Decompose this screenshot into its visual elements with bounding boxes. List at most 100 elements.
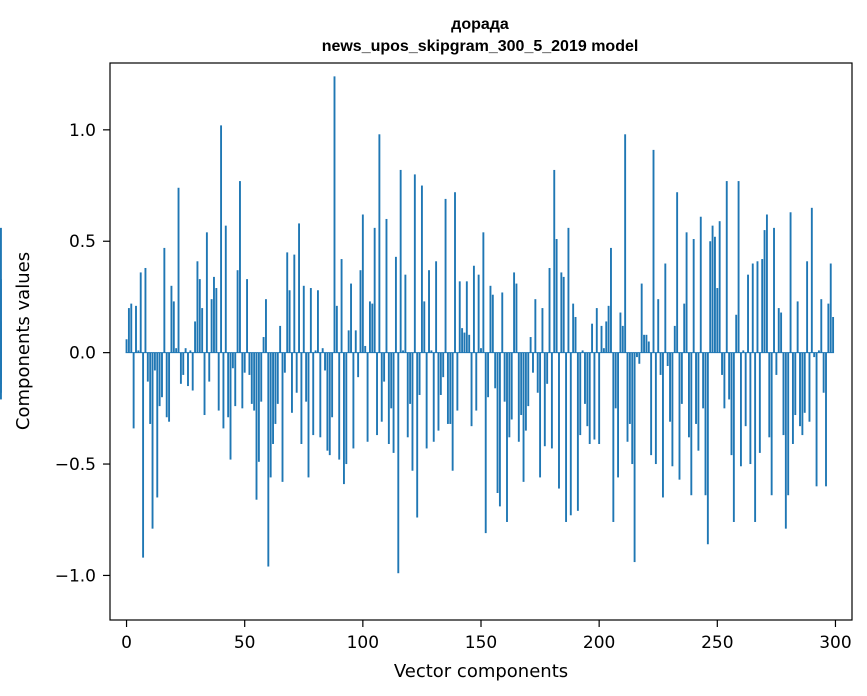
bar — [595, 308, 598, 353]
bar — [758, 352, 761, 453]
bar — [267, 352, 270, 567]
bar — [612, 352, 615, 522]
bar — [139, 272, 142, 353]
bar — [543, 352, 546, 447]
bar — [307, 352, 310, 478]
bar — [482, 232, 485, 353]
bar — [728, 352, 731, 400]
x-tick-label: 150 — [465, 633, 497, 653]
bar — [239, 181, 241, 353]
bar — [265, 299, 267, 353]
bar — [416, 352, 419, 518]
bar — [295, 352, 298, 393]
bar — [227, 352, 230, 418]
bar — [803, 352, 806, 413]
bar — [359, 270, 362, 353]
bar — [373, 227, 376, 353]
bar — [501, 292, 504, 353]
bar — [378, 134, 381, 353]
bar — [257, 352, 260, 462]
bar — [489, 285, 492, 353]
bar — [624, 134, 627, 353]
bar — [246, 279, 248, 353]
bar — [340, 259, 343, 353]
bar — [825, 352, 827, 487]
bar — [0, 352, 2, 371]
bar — [428, 270, 430, 353]
bar — [335, 305, 338, 353]
bar — [584, 352, 586, 404]
bar — [588, 352, 591, 444]
bar — [425, 352, 428, 449]
chart-subtitle: news_upos_skipgram_300_5_2019 model — [322, 38, 639, 55]
bar — [201, 308, 204, 353]
bar — [0, 279, 2, 353]
bar — [756, 261, 759, 353]
bar — [768, 352, 771, 438]
bar — [260, 352, 263, 402]
bar — [368, 301, 371, 353]
bar — [371, 303, 374, 353]
bar — [593, 352, 596, 440]
bar — [179, 352, 182, 384]
bar — [685, 232, 688, 353]
bar — [553, 169, 556, 353]
bar — [472, 265, 475, 353]
bar — [541, 308, 544, 353]
bar — [262, 337, 265, 353]
bar — [203, 352, 206, 416]
bar — [789, 212, 792, 353]
bar — [446, 352, 449, 424]
bar — [555, 239, 558, 353]
bar — [366, 352, 369, 442]
bar — [198, 279, 201, 353]
bar — [749, 352, 752, 465]
bar — [565, 352, 568, 522]
bar — [208, 352, 211, 382]
bar — [435, 261, 438, 353]
bar — [815, 352, 818, 487]
bar — [281, 352, 284, 482]
bar — [636, 352, 638, 358]
bar — [539, 352, 542, 478]
bar — [763, 230, 766, 353]
y-tick-label: 0.5 — [69, 232, 96, 252]
bar — [702, 352, 705, 409]
bar — [279, 325, 282, 353]
bar — [735, 314, 738, 353]
bar — [397, 352, 400, 574]
bar — [784, 352, 787, 529]
bar — [413, 174, 416, 353]
bar — [829, 263, 832, 353]
bar — [754, 352, 757, 522]
bar — [170, 285, 173, 353]
bar — [567, 227, 570, 353]
bar — [442, 352, 445, 378]
bar — [600, 325, 603, 353]
bar — [558, 352, 560, 489]
bar — [621, 325, 624, 353]
bar — [418, 352, 421, 395]
bar — [796, 301, 799, 353]
bar — [276, 352, 279, 404]
bar — [581, 350, 584, 353]
bar — [619, 312, 622, 353]
bar — [520, 352, 523, 416]
x-axis: 0 50 100 150 200 250 300 — [121, 620, 852, 653]
bar — [390, 352, 393, 409]
bar — [319, 352, 322, 438]
bar — [808, 352, 811, 422]
bar — [550, 352, 553, 449]
bar — [591, 323, 594, 353]
bar — [678, 352, 681, 480]
bar — [272, 352, 274, 444]
bar — [662, 352, 664, 498]
bar — [255, 352, 258, 500]
bar — [579, 352, 582, 436]
bar — [380, 352, 383, 422]
bar — [269, 352, 272, 478]
bar — [451, 352, 454, 471]
bar — [794, 352, 797, 416]
bar — [305, 352, 308, 402]
bar — [617, 352, 619, 478]
